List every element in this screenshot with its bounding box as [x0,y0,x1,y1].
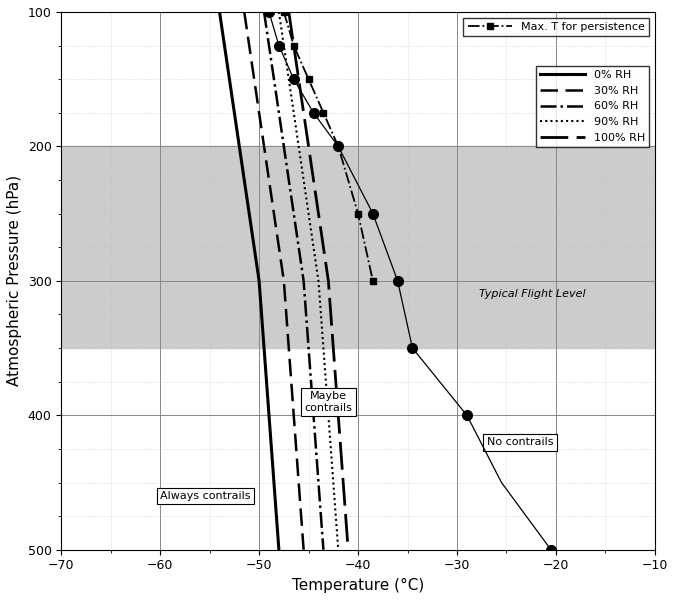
X-axis label: Temperature (°C): Temperature (°C) [292,578,424,593]
Text: Maybe
contrails: Maybe contrails [304,391,352,413]
Text: Always contrails: Always contrails [160,491,250,501]
Text: Typical Flight Level: Typical Flight Level [479,289,586,299]
Text: No contrails: No contrails [487,437,554,447]
Y-axis label: Atmospheric Pressure (hPa): Atmospheric Pressure (hPa) [7,175,22,386]
Legend: 0% RH, 30% RH, 60% RH, 90% RH, 100% RH: 0% RH, 30% RH, 60% RH, 90% RH, 100% RH [536,66,649,147]
Bar [61,146,655,348]
